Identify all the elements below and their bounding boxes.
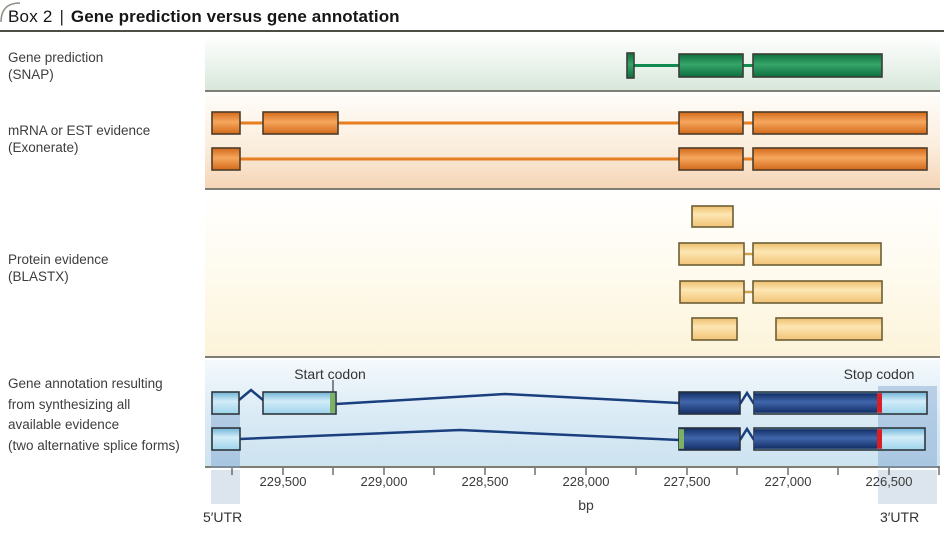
track-label-line: (SNAP) bbox=[8, 66, 54, 82]
axis-unit-label: bp bbox=[578, 497, 594, 513]
track-label-line: Gene annotation resulting bbox=[8, 376, 163, 391]
axis-tick-label: 228,500 bbox=[461, 474, 509, 489]
axis-tick-label: 229,500 bbox=[259, 474, 307, 489]
track-label-line: from synthesizing all bbox=[8, 396, 131, 412]
track-label-gene-annotation: Gene annotation resulting from synthesiz… bbox=[8, 374, 200, 456]
utr5-band bbox=[211, 414, 240, 468]
track-label-line: mRNA or EST evidence bbox=[8, 123, 151, 138]
track-label-gene-prediction: Gene prediction (SNAP) bbox=[8, 50, 200, 83]
panel-prediction bbox=[205, 38, 940, 92]
box-title: Box 2 | Gene prediction versus gene annota… bbox=[8, 7, 400, 27]
utr3-band bbox=[878, 386, 937, 468]
track-label-line: (Exonerate) bbox=[8, 139, 79, 155]
box-number: Box 2 bbox=[8, 7, 53, 26]
track-label-protein-evidence: Protein evidence (BLASTX) bbox=[8, 252, 200, 285]
track-label-line: (BLASTX) bbox=[8, 268, 69, 284]
axis-tick-label: 226,500 bbox=[865, 474, 913, 489]
axis-tick-label: 227,500 bbox=[663, 474, 711, 489]
box-heading: Gene prediction versus gene annotation bbox=[70, 7, 400, 26]
title-divider: | bbox=[59, 7, 64, 26]
axis-tick-label: 229,000 bbox=[360, 474, 408, 489]
utr5-label: 5′UTR bbox=[203, 509, 243, 525]
utr5-band-below bbox=[211, 470, 240, 504]
panel-est bbox=[205, 95, 940, 190]
title-underline bbox=[0, 30, 944, 32]
track-label-line: Protein evidence bbox=[8, 252, 109, 267]
axis-tick-label: 228,000 bbox=[562, 474, 610, 489]
start-codon-label: Start codon bbox=[294, 366, 366, 382]
utr3-label: 3′UTR bbox=[880, 509, 920, 525]
track-label-line: available evidence bbox=[8, 417, 120, 432]
panel-protein bbox=[205, 192, 940, 358]
track-label-line: Gene prediction bbox=[8, 50, 104, 65]
track-label-line: (two alternative splice forms) bbox=[8, 437, 180, 453]
utr3-band-below bbox=[878, 470, 937, 504]
track-label-est-evidence: mRNA or EST evidence (Exonerate) bbox=[8, 123, 200, 156]
stop-codon-label: Stop codon bbox=[843, 366, 915, 382]
axis-tick-label: 227,000 bbox=[764, 474, 812, 489]
box-corner-decoration bbox=[0, 2, 21, 23]
